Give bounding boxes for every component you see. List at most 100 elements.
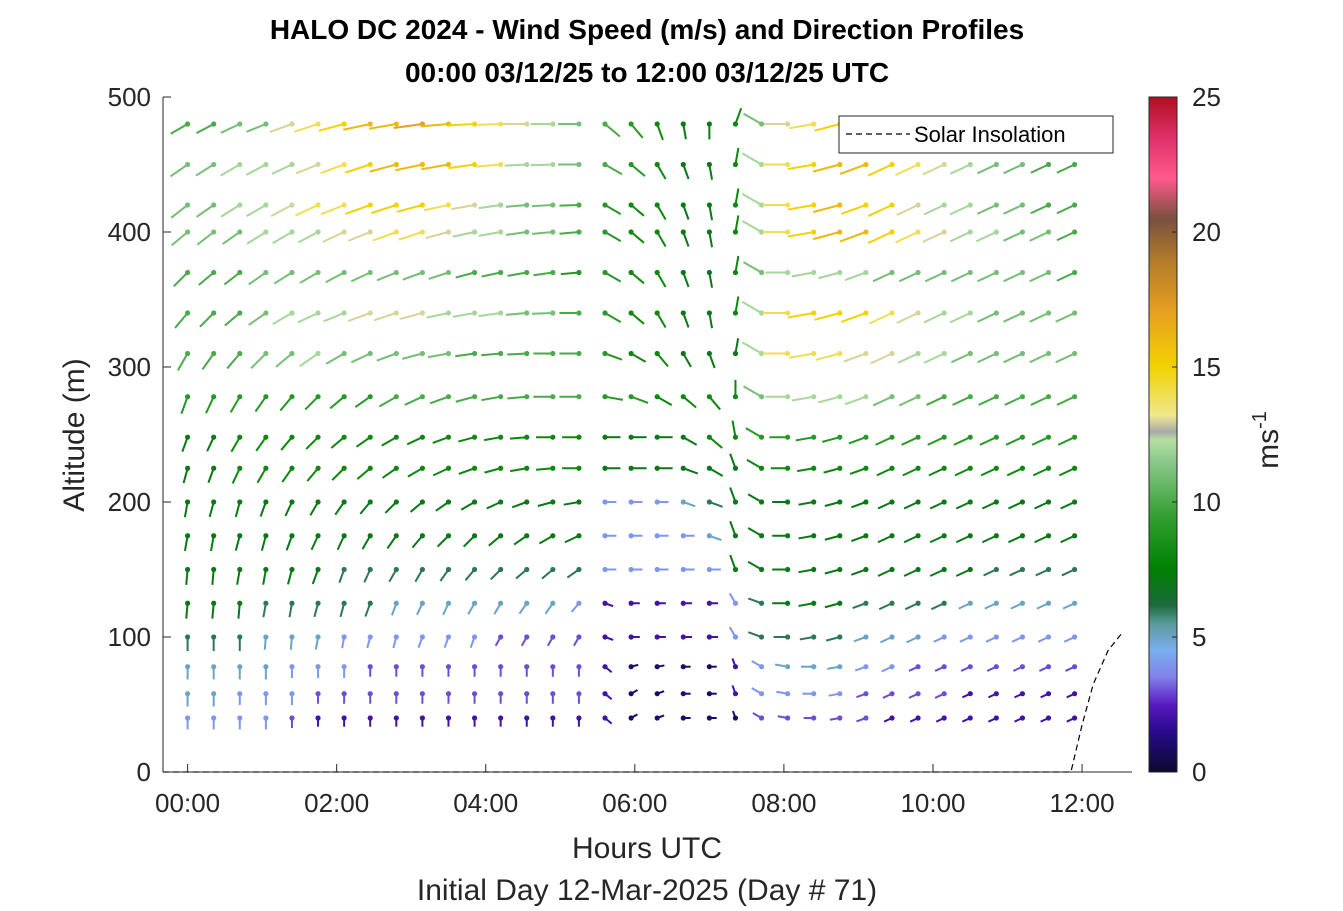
wind-vector-dot bbox=[419, 533, 425, 539]
wind-vector-dot bbox=[211, 434, 217, 440]
wind-vector-shaft bbox=[297, 312, 319, 324]
wind-vector-dot bbox=[1019, 715, 1026, 721]
wind-vector-shaft bbox=[455, 352, 475, 358]
wind-vector-shaft bbox=[170, 231, 189, 247]
wind-vector-dot bbox=[289, 664, 295, 670]
wind-vector-shaft bbox=[978, 395, 997, 406]
wind-vector-shaft bbox=[376, 352, 397, 362]
colorbar-tick-label: 0 bbox=[1192, 757, 1206, 787]
wind-vector-dot bbox=[1019, 202, 1026, 208]
wind-vector-dot bbox=[706, 121, 712, 127]
wind-vector-dot bbox=[628, 533, 634, 539]
wind-vector-dot bbox=[576, 664, 582, 670]
wind-vector-shaft bbox=[656, 395, 673, 406]
wind-vector-dot bbox=[393, 161, 399, 168]
wind-vector-shaft bbox=[1029, 312, 1049, 323]
wind-vector-dot bbox=[445, 350, 452, 357]
wind-vector-dot bbox=[576, 161, 582, 168]
wind-vector-shaft bbox=[815, 352, 841, 361]
wind-vector-shaft bbox=[741, 193, 763, 206]
wind-vector-dot bbox=[524, 664, 530, 670]
wind-vector-dot bbox=[419, 161, 425, 168]
wind-vector-dot bbox=[915, 202, 921, 208]
wind-vector-dot bbox=[811, 566, 817, 573]
wind-vector-dot bbox=[237, 664, 243, 670]
wind-vector-shaft bbox=[423, 204, 449, 212]
wind-vector-dot bbox=[471, 634, 478, 640]
wind-vector-shaft bbox=[898, 271, 919, 283]
wind-vector-dot bbox=[1045, 350, 1052, 357]
wind-vector-dot bbox=[732, 434, 739, 440]
wind-vector-shaft bbox=[560, 271, 580, 276]
wind-vector-shaft bbox=[975, 231, 997, 243]
wind-vector-dot bbox=[341, 715, 347, 721]
wind-vector-dot bbox=[184, 634, 191, 640]
wind-vector-dot bbox=[184, 715, 191, 721]
wind-vector-dot bbox=[576, 634, 582, 640]
wind-vector-shaft bbox=[428, 271, 449, 280]
wind-vector-dot bbox=[889, 229, 895, 235]
wind-vector-dot bbox=[341, 269, 347, 276]
wind-vector-dot bbox=[680, 533, 686, 539]
wind-vector-dot bbox=[576, 121, 582, 127]
wind-vector-dot bbox=[967, 566, 973, 573]
wind-vector-dot bbox=[211, 533, 217, 539]
wind-vector-dot bbox=[341, 664, 347, 670]
wind-vector-dot bbox=[237, 202, 243, 208]
wind-vector-shaft bbox=[849, 467, 867, 475]
wind-vector-dot bbox=[863, 499, 869, 505]
wind-vector-dot bbox=[445, 465, 452, 471]
wind-vector-dot bbox=[993, 465, 999, 471]
legend: Solar Insolation bbox=[838, 115, 1114, 154]
wind-vector-dot bbox=[576, 566, 582, 573]
wind-vector-dot bbox=[237, 310, 243, 316]
wind-vector-dot bbox=[863, 533, 869, 539]
wind-vector-dot bbox=[237, 350, 243, 357]
wind-vector-shaft bbox=[839, 231, 867, 243]
wind-vector-dot bbox=[1019, 634, 1026, 640]
wind-vector-dot bbox=[1072, 664, 1078, 670]
wind-vector-dot bbox=[524, 434, 530, 440]
wind-vector-shaft bbox=[949, 204, 971, 216]
wind-vector-shaft bbox=[448, 163, 475, 170]
wind-vector-shaft bbox=[306, 467, 319, 482]
wind-vector-shaft bbox=[223, 271, 241, 286]
wind-vector-shaft bbox=[741, 220, 763, 233]
wind-vector-shaft bbox=[923, 312, 945, 324]
wind-vector-dot bbox=[993, 229, 999, 235]
wind-vector-dot bbox=[445, 394, 452, 400]
wind-vector-dot bbox=[680, 691, 686, 697]
wind-vector-shaft bbox=[1030, 163, 1049, 174]
wind-vector-shaft bbox=[818, 271, 841, 280]
wind-vector-dot bbox=[367, 229, 373, 235]
wind-vector-dot bbox=[289, 499, 295, 505]
wind-vector-shaft bbox=[818, 395, 841, 404]
wind-vector-dot bbox=[315, 202, 321, 208]
y-tick-label: 500 bbox=[108, 82, 151, 112]
x-axis-label: Hours UTC bbox=[572, 832, 722, 865]
wind-vector-dot bbox=[732, 350, 739, 357]
wind-vector-shaft bbox=[355, 436, 371, 448]
wind-vector-dot bbox=[471, 350, 478, 357]
wind-vector-shaft bbox=[481, 395, 501, 402]
wind-vector-dot bbox=[393, 229, 399, 235]
wind-vector-dot bbox=[419, 634, 425, 640]
colorbar-tick-label: 20 bbox=[1192, 217, 1221, 247]
wind-vector-dot bbox=[471, 715, 478, 721]
wind-vector-dot bbox=[263, 310, 269, 316]
wind-vector-dot bbox=[498, 600, 504, 606]
wind-vector-dot bbox=[550, 600, 556, 606]
wind-vector-shaft bbox=[1003, 352, 1023, 364]
wind-vector-shaft bbox=[272, 312, 293, 325]
wind-vector-dot bbox=[654, 161, 660, 168]
wind-vector-dot bbox=[680, 394, 686, 400]
wind-vector-dot bbox=[341, 310, 347, 316]
wind-vector-shaft bbox=[396, 204, 423, 213]
wind-vector-dot bbox=[419, 600, 425, 606]
wind-vector-shaft bbox=[270, 204, 293, 217]
wind-vector-dot bbox=[732, 600, 739, 606]
wind-vector-dot bbox=[863, 202, 869, 208]
wind-vector-dot bbox=[967, 434, 973, 440]
wind-vector-shaft bbox=[559, 231, 580, 235]
wind-vector-dot bbox=[576, 499, 582, 505]
